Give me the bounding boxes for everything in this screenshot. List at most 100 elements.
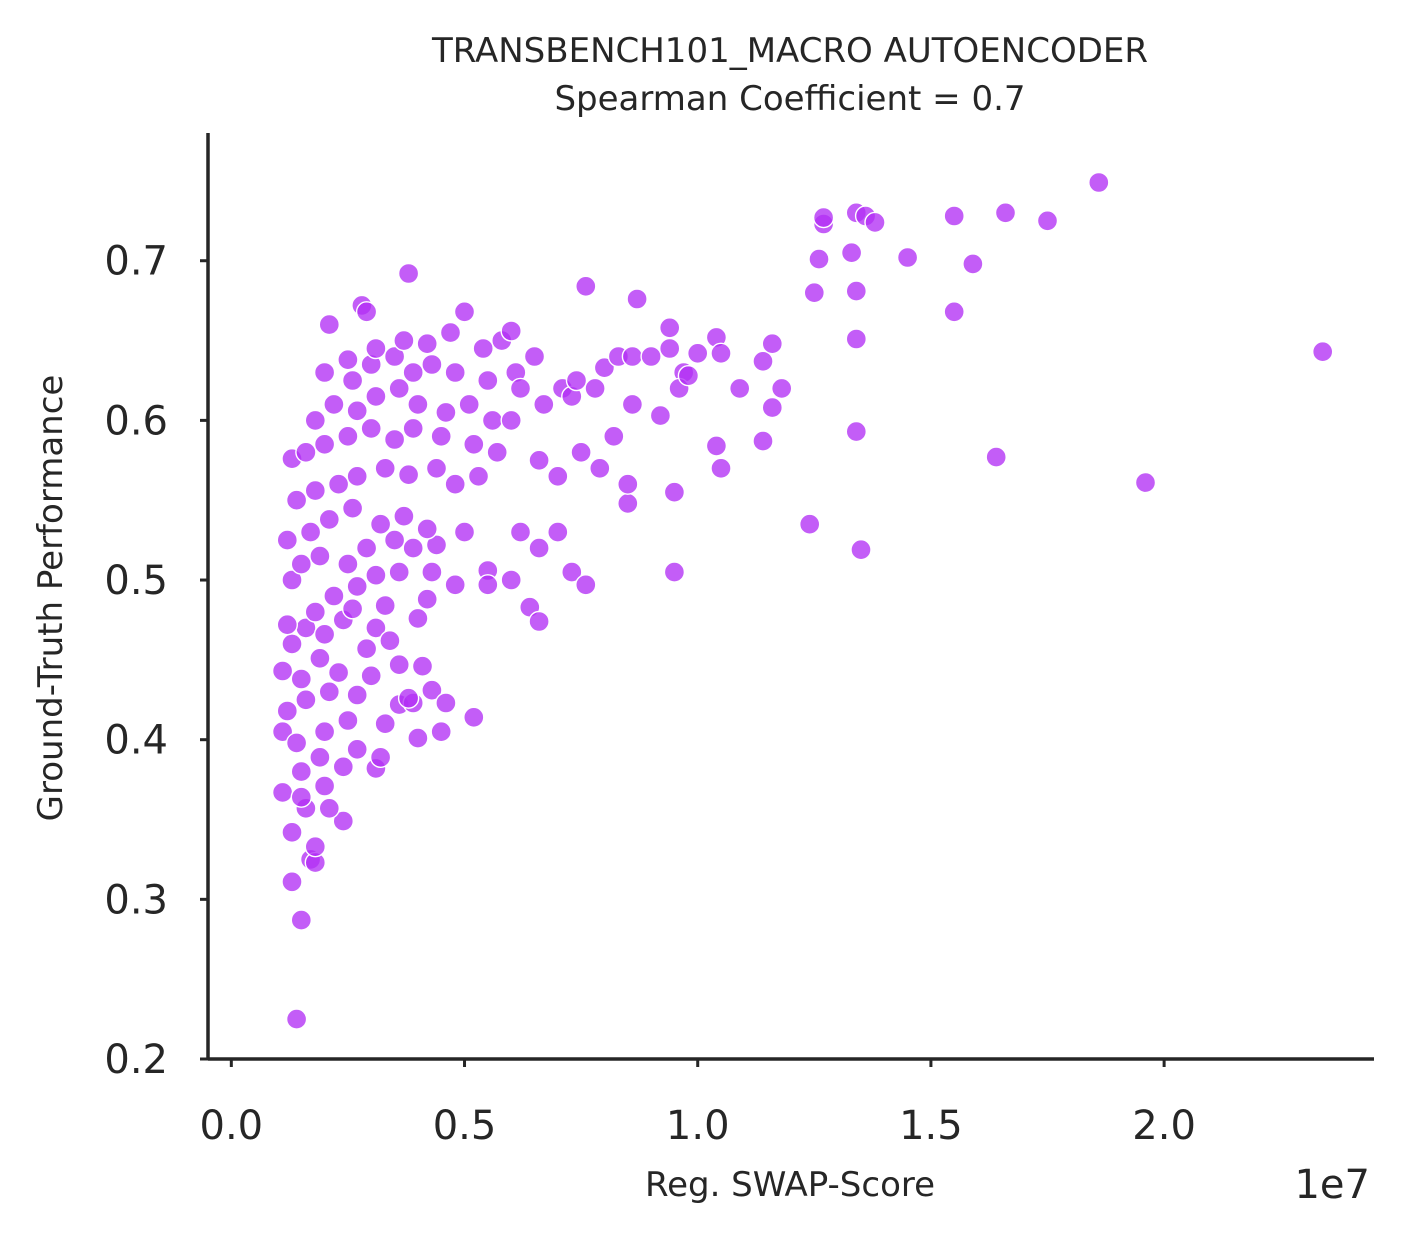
data-point: [943, 205, 965, 227]
data-point: [365, 385, 387, 408]
data-point: [304, 479, 326, 502]
data-point: [365, 617, 387, 639]
data-point: [355, 537, 378, 559]
data-point: [752, 350, 774, 372]
data-point: [407, 607, 429, 630]
y-tick-label: 0.2: [104, 1037, 168, 1083]
y-tick-labels: 0.2 0.3 0.4 0.5 0.6 0.7: [104, 239, 208, 1083]
data-point: [313, 721, 336, 743]
data-point: [318, 797, 340, 819]
y-tick-label: 0.6: [104, 398, 168, 444]
data-point: [752, 430, 774, 452]
data-point: [407, 727, 429, 749]
data-point: [346, 575, 368, 598]
data-point: [318, 313, 340, 336]
data-point: [523, 345, 546, 368]
data-point: [276, 700, 298, 722]
data-point: [771, 377, 793, 400]
data-point: [1036, 210, 1059, 232]
x-tick-label: 1.5: [899, 1103, 963, 1149]
x-axis-offset-label: 1e7: [1294, 1162, 1370, 1208]
data-point: [309, 647, 331, 669]
data-point: [425, 457, 448, 479]
data-point: [374, 713, 396, 735]
x-axis-label: Reg. SWAP-Score: [645, 1165, 935, 1205]
data-point: [463, 706, 485, 728]
data-point: [640, 345, 662, 368]
data-point: [346, 684, 368, 706]
data-point: [313, 623, 336, 645]
data-point: [845, 280, 867, 302]
y-tick-label: 0.4: [104, 718, 168, 764]
data-point: [509, 521, 532, 543]
data-point: [649, 404, 672, 427]
data-point: [421, 353, 443, 376]
data-point: [369, 746, 392, 768]
data-point: [533, 393, 555, 416]
data-point: [705, 435, 728, 457]
data-point: [962, 253, 984, 275]
data-point: [323, 585, 345, 607]
data-point: [388, 377, 410, 400]
data-point: [295, 689, 317, 711]
data-point: [318, 681, 340, 703]
data-point: [397, 687, 420, 709]
data-point: [271, 721, 294, 743]
data-point: [304, 836, 326, 858]
data-point: [603, 425, 625, 447]
data-point: [341, 369, 364, 392]
data-point: [341, 598, 364, 620]
data-point: [663, 481, 686, 503]
axes: [206, 133, 1374, 1061]
data-point: [477, 369, 499, 392]
data-point: [271, 781, 294, 804]
data-point: [1134, 471, 1157, 494]
data-point: [397, 464, 420, 486]
data-point: [383, 529, 406, 551]
data-point: [383, 428, 406, 451]
data-point: [570, 441, 592, 463]
data-point: [290, 760, 312, 783]
chart-subtitle: Spearman Coefficient = 0.7: [554, 79, 1025, 119]
data-point: [402, 537, 424, 559]
data-point: [453, 521, 476, 543]
data-point: [840, 241, 863, 264]
points-layer: [271, 171, 1334, 1030]
data-point: [388, 561, 410, 583]
data-point: [290, 786, 312, 808]
x-tick-label: 1.0: [666, 1103, 730, 1149]
data-point: [304, 409, 326, 432]
data-point: [439, 321, 462, 344]
data-point: [402, 361, 424, 384]
data-point: [369, 513, 392, 535]
data-point: [337, 553, 359, 575]
data-point: [421, 679, 443, 701]
data-point: [864, 211, 886, 234]
data-point: [435, 692, 457, 714]
data-point: [799, 513, 821, 535]
data-point: [761, 333, 783, 355]
data-point: [500, 569, 522, 591]
data-point: [761, 396, 783, 419]
data-point: [1088, 171, 1110, 194]
data-point: [355, 638, 378, 660]
x-tick-label: 0.0: [200, 1103, 264, 1149]
data-point: [346, 465, 368, 487]
y-tick-label: 0.5: [104, 558, 168, 604]
data-point: [285, 489, 308, 511]
data-point: [379, 630, 401, 652]
data-point: [332, 756, 354, 778]
data-point: [472, 337, 494, 360]
data-point: [444, 574, 466, 596]
data-point: [444, 361, 466, 384]
data-point: [589, 457, 611, 479]
data-point: [547, 521, 569, 543]
data-point: [337, 709, 359, 732]
data-point: [281, 871, 303, 893]
data-point: [337, 349, 359, 371]
data-point: [528, 449, 550, 471]
data-point: [341, 497, 364, 519]
data-point: [290, 553, 312, 575]
data-point: [458, 393, 480, 416]
